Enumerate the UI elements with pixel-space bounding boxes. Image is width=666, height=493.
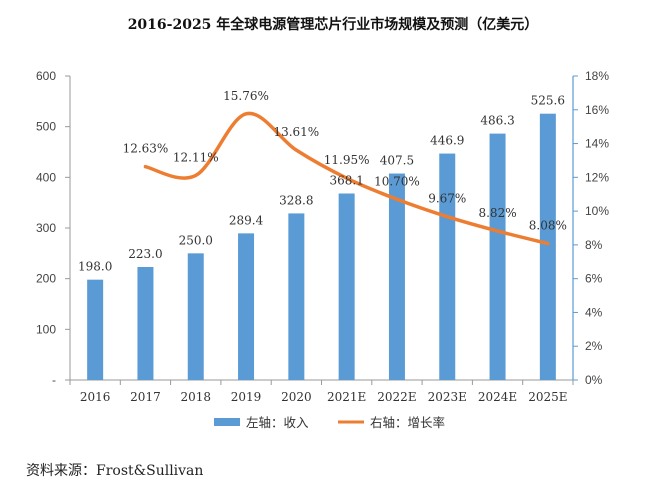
- y-right-tick-label: 0%: [585, 373, 603, 387]
- x-tick-label: 2018: [180, 390, 211, 404]
- legend-swatch-bar: [214, 418, 240, 426]
- chart-title: 2016-2025 年全球电源管理芯片行业市场规模及预测（亿美元）: [127, 17, 539, 33]
- line-labels: 12.63% 12.11% 15.76% 13.61% 11.95% 10.70% 9.67…: [123, 89, 567, 233]
- bar: [489, 133, 506, 380]
- y-right-tick-label: 10%: [585, 204, 609, 218]
- line-value-label: 13.61%: [273, 125, 319, 139]
- y-left-tick-label: -: [52, 373, 56, 387]
- y-left-axis: - 100 200 300 400 500 600: [36, 69, 71, 387]
- legend-label-bar: 左轴：收入: [246, 415, 309, 430]
- x-tick-label: 2024E: [478, 390, 517, 404]
- bar: [187, 253, 204, 380]
- y-left-tick-label: 600: [36, 69, 56, 83]
- y-right-tick-label: 2%: [585, 339, 603, 353]
- y-left-tick-label: 500: [36, 120, 56, 134]
- line-value-label: 9.67%: [428, 192, 466, 206]
- bar: [137, 267, 154, 380]
- line-value-label: 11.95%: [324, 153, 370, 167]
- y-left-tick-label: 100: [36, 322, 56, 336]
- y-left-tick-label: 200: [36, 272, 56, 286]
- legend-label-line: 右轴：增长率: [370, 415, 445, 430]
- line-value-label: 12.63%: [123, 142, 169, 156]
- bar-value-label: 368.1: [329, 173, 363, 187]
- x-tick-label: 2016: [80, 390, 111, 404]
- bar-value-label: 446.9: [430, 134, 464, 148]
- x-tick-label: 2019: [231, 390, 262, 404]
- bar: [238, 233, 255, 380]
- y-right-tick-label: 8%: [585, 238, 603, 252]
- bar: [439, 153, 456, 380]
- x-axis: 2016 2017 2018 2019 2020 2021E 2022E 2023E 2024E…: [69, 379, 574, 404]
- x-tick-label: 2021E: [327, 390, 366, 404]
- source-note: 资料来源：Frost&Sullivan: [26, 463, 204, 479]
- y-right-tick-label: 14%: [585, 137, 609, 151]
- x-tick-label: 2025E: [528, 390, 567, 404]
- y-right-tick-label: 16%: [585, 103, 609, 117]
- line-value-label: 8.82%: [478, 206, 516, 220]
- x-tick-label: 2017: [130, 390, 161, 404]
- bar: [338, 193, 355, 380]
- bar: [539, 113, 556, 381]
- line-value-label: 8.08%: [529, 219, 567, 233]
- bar: [87, 279, 104, 380]
- bar: [288, 213, 305, 380]
- x-tick-label: 2023E: [428, 390, 467, 404]
- bar-value-label: 486.3: [480, 114, 514, 128]
- bar: [388, 173, 405, 380]
- line-value-label: 10.70%: [374, 174, 420, 188]
- y-right-tick-label: 18%: [585, 69, 609, 83]
- bar-value-label: 223.0: [128, 247, 162, 261]
- legend: 左轴：收入 右轴：增长率: [214, 415, 445, 430]
- y-right-axis: 0% 2% 4% 6% 8% 10% 12% 14% 16% 18%: [572, 69, 609, 387]
- y-right-tick-label: 6%: [585, 272, 603, 286]
- growth-line: [143, 111, 550, 246]
- y-left-tick-label: 300: [36, 221, 56, 235]
- y-left-tick-label: 400: [36, 170, 56, 184]
- bar-value-label: 289.4: [229, 213, 264, 227]
- line-value-label: 12.11%: [173, 150, 219, 164]
- x-tick-label: 2020: [281, 390, 312, 404]
- y-right-tick-label: 4%: [585, 305, 603, 319]
- bar-value-label: 198.0: [78, 260, 112, 274]
- line-value-label: 15.76%: [223, 89, 269, 103]
- x-tick-label: 2022E: [377, 390, 416, 404]
- line-series: [143, 111, 550, 246]
- bar-value-label: 250.0: [179, 233, 213, 247]
- bar-value-label: 328.8: [279, 193, 313, 207]
- bar-series: [87, 113, 556, 381]
- bar-value-label: 525.6: [531, 94, 565, 108]
- y-right-tick-label: 12%: [585, 170, 609, 184]
- bar-value-label: 407.5: [380, 154, 414, 168]
- bar-labels: 198.0 223.0 250.0 289.4 328.8 368.1 407.5 446.9…: [78, 94, 565, 274]
